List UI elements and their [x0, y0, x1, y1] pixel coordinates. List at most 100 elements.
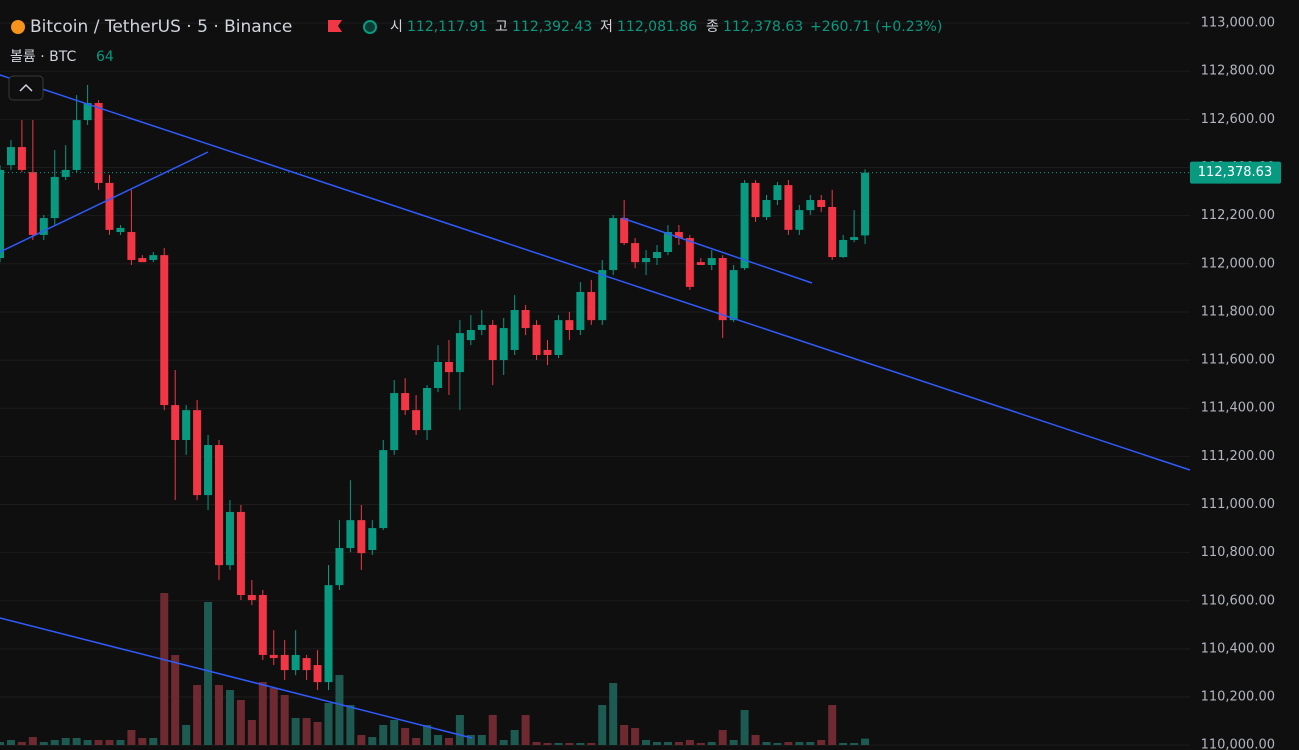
volume-bar	[258, 682, 267, 745]
candle-body	[543, 349, 552, 356]
symbol-title[interactable]: Bitcoin / TetherUS · 5 · Binance	[30, 17, 292, 37]
y-tick-label: 110,000.00	[1201, 738, 1275, 750]
candle-body	[850, 237, 859, 240]
candle-body	[488, 324, 497, 361]
candle-body	[236, 511, 245, 595]
y-tick-label: 111,000.00	[1201, 497, 1275, 512]
flag-icon[interactable]	[328, 20, 342, 32]
collapse-button[interactable]	[8, 75, 44, 101]
volume-bar	[762, 742, 771, 745]
low-label: 저	[600, 19, 613, 35]
y-tick-label: 110,400.00	[1201, 641, 1275, 656]
candle-body	[521, 310, 530, 329]
volume-bar	[6, 740, 15, 745]
volume-bar	[160, 593, 169, 745]
volume-bar	[488, 715, 497, 745]
volume-bar	[324, 703, 333, 745]
candle-body	[828, 206, 837, 258]
y-tick-label: 112,000.00	[1201, 256, 1275, 271]
volume-bar	[236, 700, 245, 745]
candle-body	[423, 387, 432, 431]
candle-body	[455, 333, 464, 373]
candle-body	[499, 328, 508, 361]
candle-body	[116, 227, 125, 233]
candle-body	[269, 654, 278, 659]
volume-bar	[521, 715, 530, 745]
candle-body	[280, 654, 289, 671]
volume-bar	[543, 743, 552, 745]
volume-bar	[696, 743, 705, 745]
candle-body	[510, 310, 519, 350]
candle-body	[171, 405, 180, 440]
open-value: 112,117.91	[407, 19, 487, 35]
y-tick-label: 112,200.00	[1201, 208, 1275, 223]
volume-bar	[773, 743, 782, 745]
volume-bar	[795, 742, 804, 745]
volume-bar	[455, 715, 464, 745]
volume-bar	[83, 740, 92, 745]
axis-background	[1190, 0, 1299, 750]
volume-bar	[663, 742, 672, 745]
trend-line	[0, 74, 1191, 471]
volume-bar	[291, 718, 300, 745]
candle-body	[83, 103, 92, 121]
close-value: 112,378.63	[723, 19, 803, 35]
volume-bar	[718, 730, 727, 745]
volume-bar	[817, 740, 826, 745]
candles	[0, 84, 1190, 691]
volume-bar	[576, 743, 585, 745]
y-tick-label: 110,600.00	[1201, 593, 1275, 608]
candle-body	[806, 200, 815, 211]
candle-body	[434, 362, 442, 388]
volume-bar	[444, 738, 453, 745]
candle-body	[663, 232, 672, 253]
volume-bar	[302, 718, 311, 745]
candle-body	[379, 450, 388, 529]
y-tick-label: 111,600.00	[1201, 353, 1275, 368]
volume-bar	[269, 688, 278, 745]
volume-bar	[499, 740, 508, 745]
candle-body	[444, 362, 453, 373]
volume-bar	[620, 725, 629, 745]
candle-body	[127, 232, 136, 260]
candle-body	[182, 410, 191, 440]
candle-body	[674, 232, 683, 239]
high-value: 112,392.43	[512, 19, 592, 35]
volume-bar	[510, 730, 519, 745]
volume-bar	[729, 740, 738, 745]
volume-bar	[368, 737, 377, 745]
volume-bar	[653, 742, 661, 745]
candle-body	[707, 258, 716, 266]
candle-body	[740, 182, 749, 269]
candle-body	[105, 182, 114, 230]
volume-bar	[193, 685, 202, 745]
candle-body	[795, 210, 804, 230]
candle-body	[215, 445, 223, 566]
candle-body	[784, 185, 793, 230]
volume-bar	[17, 742, 26, 745]
open-label: 시	[390, 19, 403, 35]
volume-bar	[609, 683, 618, 745]
candle-body	[291, 654, 300, 671]
status-icon	[363, 20, 377, 34]
candle-body	[28, 172, 37, 235]
candle-body	[532, 324, 541, 356]
volume-bar	[598, 705, 607, 745]
volume-bar	[532, 742, 541, 745]
candle-body	[368, 528, 377, 550]
volume-bar	[105, 740, 114, 745]
volume-bar	[149, 738, 158, 745]
volume-bar	[225, 690, 234, 745]
y-tick-label: 110,200.00	[1201, 690, 1275, 705]
grid	[0, 22, 1190, 746]
high-label: 고	[495, 19, 508, 35]
volume-bar	[72, 738, 81, 745]
volume-bar	[335, 675, 344, 745]
volume-bar	[412, 738, 421, 745]
candle-body	[773, 185, 782, 201]
volume-bar	[379, 725, 388, 745]
volume-bar	[466, 735, 475, 745]
volume-bar	[94, 740, 103, 745]
candle-body	[138, 258, 147, 263]
